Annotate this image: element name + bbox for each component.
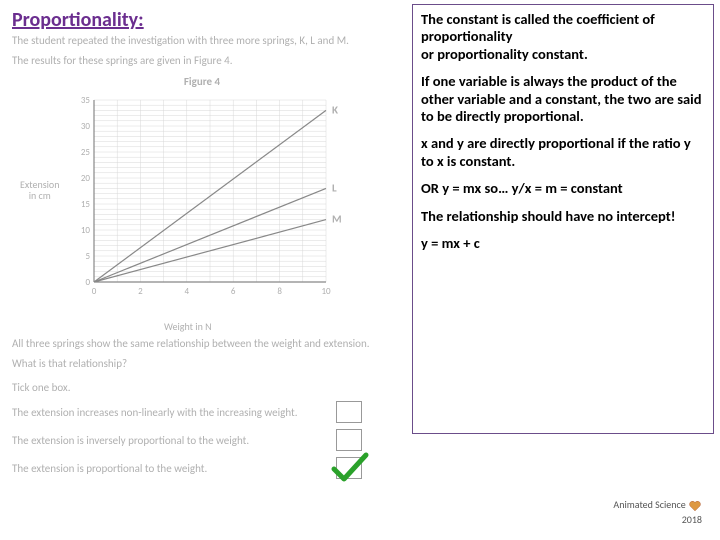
svg-text:4: 4	[185, 286, 190, 297]
question-line-2: The results for these springs are given …	[12, 54, 392, 68]
answer-text: The extension is inversely proportional …	[12, 434, 312, 447]
footer: Animated Science 2018	[613, 498, 702, 526]
checkbox[interactable]	[336, 401, 362, 423]
svg-text:0: 0	[92, 286, 97, 297]
answer-row-2: The extension is inversely proportional …	[12, 429, 392, 451]
info-p1b: or proportionality constant.	[421, 45, 588, 63]
info-p1a: The constant is called the coefficient o…	[421, 10, 655, 45]
question-line-3: All three springs show the same relation…	[12, 337, 392, 351]
svg-text:L: L	[332, 181, 337, 194]
info-p4: OR y = mx so… y/x = m = constant	[421, 180, 705, 197]
answer-row-3: The extension is proportional to the wei…	[12, 457, 392, 479]
svg-text:25: 25	[81, 147, 91, 158]
svg-text:30: 30	[81, 121, 91, 132]
info-p6: y = mx + c	[421, 235, 705, 252]
chart-ylabel-2: in cm	[20, 190, 59, 201]
footer-brand: Animated Science	[613, 498, 685, 511]
svg-text:20: 20	[81, 173, 91, 184]
svg-text:35: 35	[81, 95, 91, 106]
chart: Extension in cm Weight in N 024681005101…	[24, 94, 354, 329]
info-p3: x and y are directly proportional if the…	[421, 135, 705, 170]
answers: Tick one box. The extension increases no…	[12, 381, 392, 479]
answer-row-1: The extension increases non-linearly wit…	[12, 401, 392, 423]
svg-text:0: 0	[85, 277, 90, 288]
figure-caption: Figure 4	[12, 75, 392, 88]
chart-ylabel: Extension in cm	[20, 179, 59, 201]
info-box: The constant is called the coefficient o…	[412, 4, 714, 434]
chart-ylabel-1: Extension	[20, 179, 59, 190]
svg-text:M: M	[332, 212, 342, 225]
heart-icon	[688, 499, 702, 513]
checkbox[interactable]	[336, 429, 362, 451]
svg-text:2: 2	[138, 286, 143, 297]
info-p1: The constant is called the coefficient o…	[421, 11, 705, 63]
footer-year: 2018	[682, 513, 702, 526]
chart-svg: 0 2 4 6 8 10 0 5 10 15 20 25 30 35 K L M	[74, 94, 344, 304]
info-p2: If one variable is always the product of…	[421, 73, 705, 125]
svg-text:6: 6	[231, 286, 236, 297]
question-line-4: What is that relationship?	[12, 357, 392, 371]
svg-text:8: 8	[277, 286, 282, 297]
question-line-1: The student repeated the investigation w…	[12, 34, 392, 48]
svg-text:K: K	[332, 103, 338, 116]
tick-instruction: Tick one box.	[12, 381, 392, 395]
svg-text:10: 10	[321, 286, 331, 297]
chart-xlabel: Weight in N	[164, 320, 212, 333]
page-title: Proportionality:	[12, 8, 144, 32]
checkbox[interactable]	[336, 457, 362, 479]
answer-text: The extension increases non-linearly wit…	[12, 406, 312, 419]
svg-text:10: 10	[81, 225, 91, 236]
svg-text:15: 15	[81, 199, 91, 210]
info-p5: The relationship should have no intercep…	[421, 208, 705, 225]
answer-text: The extension is proportional to the wei…	[12, 462, 312, 475]
svg-text:5: 5	[85, 251, 90, 262]
left-column: The student repeated the investigation w…	[12, 34, 392, 485]
